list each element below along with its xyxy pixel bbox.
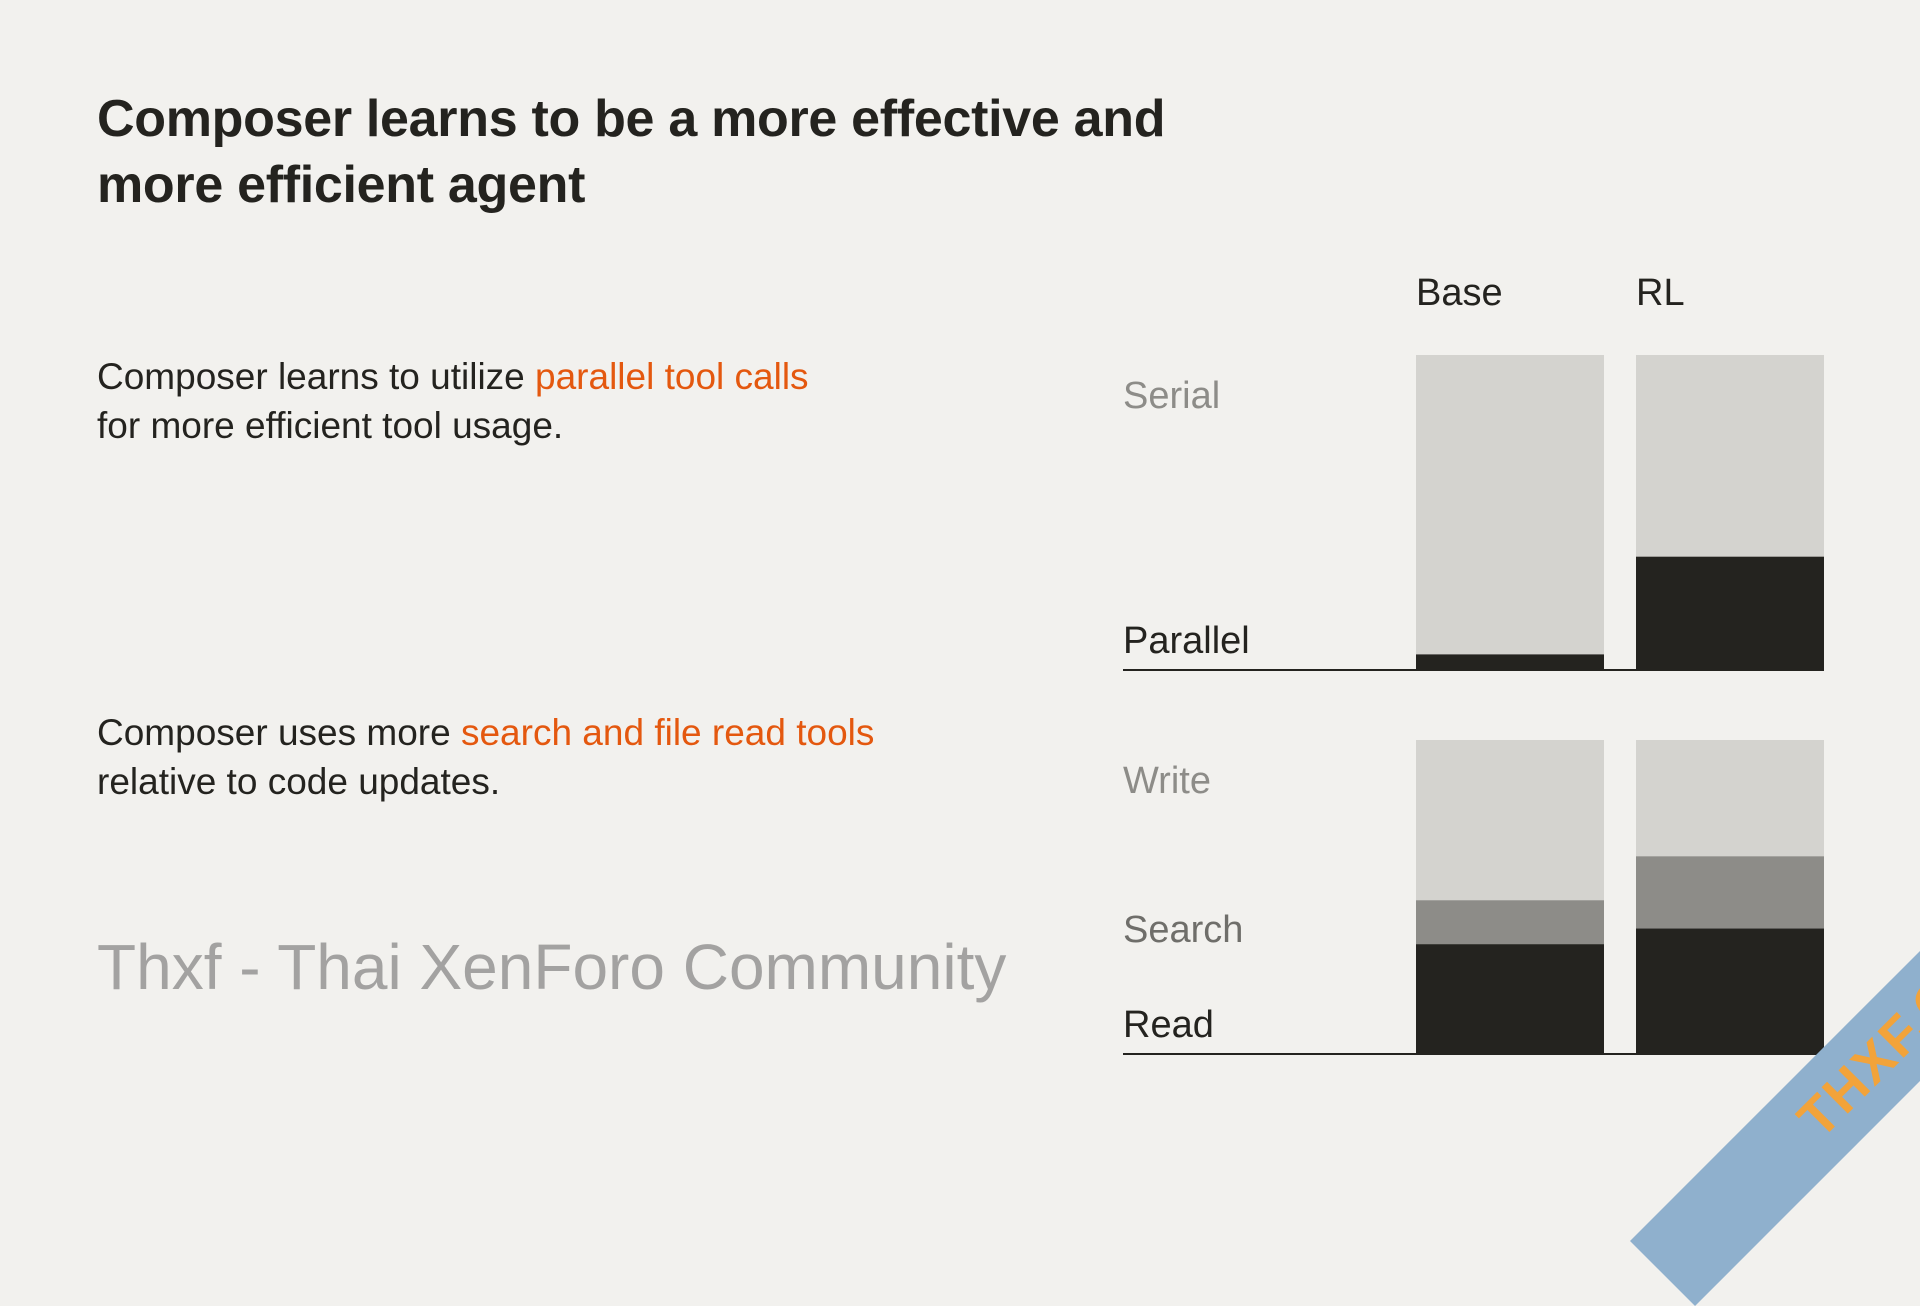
watermark-text: Thxf - Thai XenForo Community [97,931,1007,1003]
description-search: Composer uses more search and file read … [97,708,874,806]
description-parallel: Composer learns to utilize parallel tool… [97,352,809,450]
bar-segment-write-base [1416,740,1604,901]
series-label-serial: Serial [1123,375,1220,417]
bar-segment-parallel-rl [1636,556,1824,670]
category-label-base: Base [1416,272,1503,314]
bar-segment-write-rl [1636,740,1824,857]
bar-segment-search-base [1416,900,1604,945]
desc-text: for more efficient tool usage. [97,405,564,446]
series-label-search: Search [1123,909,1243,951]
bar-segment-serial-rl [1636,355,1824,557]
bar-segment-parallel-base [1416,654,1604,670]
series-label-parallel: Parallel [1123,620,1250,662]
series-label-read: Read [1123,1004,1214,1046]
series-label-write: Write [1123,760,1211,802]
desc-text: Composer uses more [97,712,461,753]
category-label-rl: RL [1636,272,1685,314]
page-title: Composer learns to be a more effective a… [97,90,1166,214]
bar-segment-serial-base [1416,355,1604,655]
bar-segment-search-rl [1636,856,1824,929]
stacked-bar-charts: Base RL Parallel Serial Read Search Write [1123,272,1824,1055]
desc-text: Composer learns to utilize [97,356,536,397]
bar-segment-read-base [1416,944,1604,1054]
desc-text: relative to code updates. [97,761,501,802]
bar-segment-read-rl [1636,928,1824,1054]
highlight-text: search and file read tools [460,712,875,753]
highlight-text: parallel tool calls [535,356,809,397]
